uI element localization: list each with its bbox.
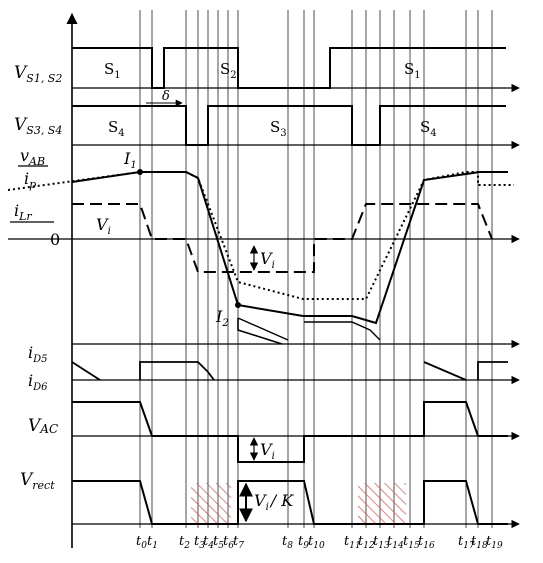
id5-waveform	[237, 318, 283, 345]
vi-vac-label: Vi	[260, 440, 275, 462]
time-label-t11: t11	[344, 534, 361, 551]
time-label-t15: t15	[403, 534, 420, 551]
vs12-label: VS1, S2	[14, 63, 62, 85]
time-label-t8: t8	[282, 534, 293, 551]
s3-label: S3	[270, 118, 287, 139]
vac-waveform	[72, 401, 508, 463]
s1-label: S1	[104, 60, 121, 81]
s4-label: S4	[108, 118, 125, 139]
time-label-t19: t19	[486, 534, 503, 551]
time-label-t6: t6	[223, 534, 234, 551]
vab-label: vAB	[20, 146, 45, 168]
time-label-t3: t3	[194, 534, 205, 551]
hatch-region-left	[191, 483, 231, 523]
s1b-label: S1	[404, 60, 421, 81]
ip-waveform	[7, 171, 514, 300]
time-label-t13: t13	[373, 534, 390, 551]
i2-label: I2	[215, 307, 229, 329]
time-label-t9: t9	[298, 534, 309, 551]
id6-waveform	[71, 361, 101, 381]
ilr-label: iLr	[14, 201, 32, 223]
ip-label: ip	[24, 169, 36, 191]
vi-k-label: Vi / K	[254, 491, 294, 513]
time-gridlines	[139, 10, 493, 528]
vs34-label: VS3, S4	[14, 115, 62, 137]
time-label-t17: t17	[458, 534, 475, 551]
time-label-t14: t14	[387, 534, 404, 551]
time-label-t5: t5	[213, 534, 224, 551]
vab-waveform	[71, 171, 508, 325]
time-label-t2: t2	[179, 534, 190, 551]
vi-gap-label: Vi	[260, 249, 275, 271]
hatch-region-right	[358, 483, 406, 523]
i1-label: I1	[123, 149, 137, 171]
zero-label: 0	[50, 230, 60, 249]
i2-point	[235, 302, 241, 308]
time-label-t0: t0	[136, 534, 147, 551]
time-label-t12: t12	[358, 534, 375, 551]
ilr-waveform	[72, 203, 493, 273]
vab-secondary-2	[304, 321, 381, 341]
id6-waveform-3	[423, 361, 467, 381]
time-label-t18: t18	[471, 534, 488, 551]
i1-point	[137, 169, 143, 175]
id6-waveform-4	[477, 361, 508, 380]
vi-left-label: Vi	[96, 215, 111, 237]
id6-waveform-2	[139, 361, 215, 381]
time-label-t10: t10	[308, 534, 325, 551]
vac-label: VAC	[28, 416, 58, 436]
time-label-t1: t1	[147, 534, 158, 551]
id5-label: iD5	[28, 343, 48, 365]
s4b-label: S4	[420, 118, 437, 139]
s2-label: S2	[220, 60, 237, 81]
time-label-t16: t16	[418, 534, 435, 551]
vs12-waveform	[72, 47, 506, 89]
vrect-waveform	[72, 480, 508, 525]
vab-secondary	[237, 317, 289, 341]
delta-label: δ	[162, 89, 170, 104]
vs34-waveform	[72, 105, 506, 146]
vrect-label: Vrect	[20, 470, 55, 492]
id6-label: iD6	[28, 371, 48, 393]
time-label-t4: t4	[203, 534, 214, 551]
time-label-t7: t7	[233, 534, 244, 551]
